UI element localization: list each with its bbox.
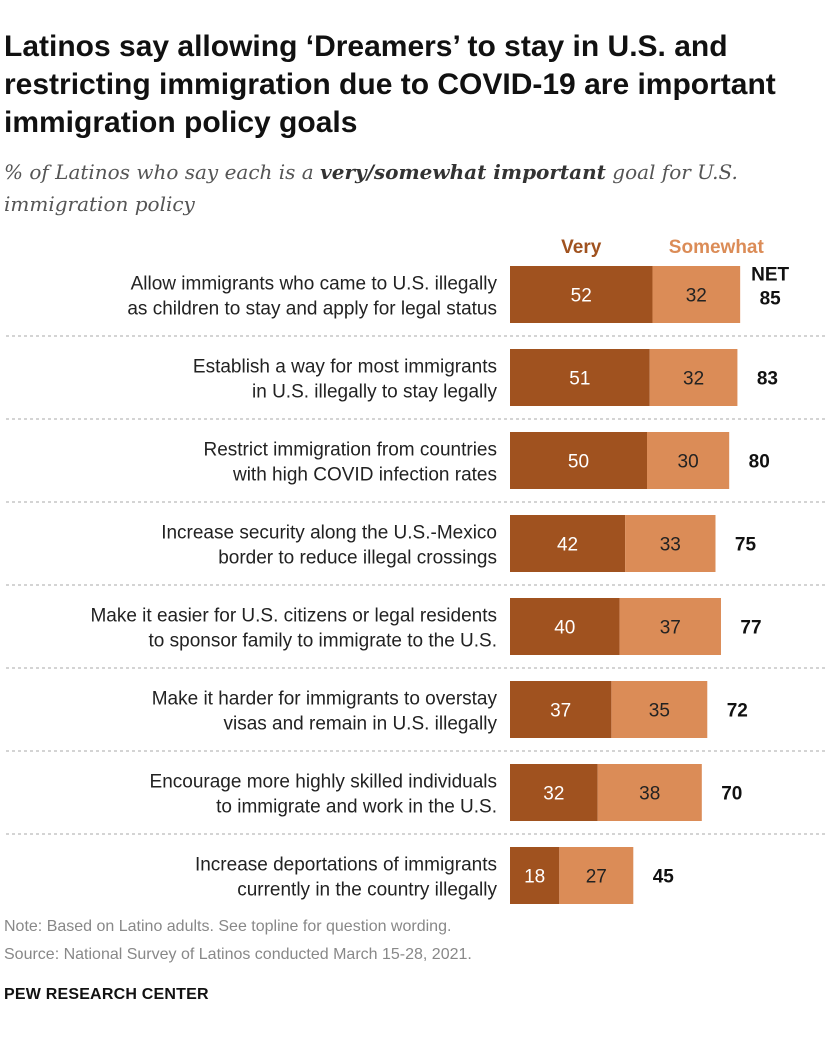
chart-source: Source: National Survey of Latinos condu…	[4, 946, 472, 963]
net-value: 45	[653, 867, 675, 888]
category-label: Increase deportations of immigrants	[195, 855, 497, 876]
data-label-very: 40	[554, 618, 575, 639]
data-label-somewhat: 27	[586, 867, 607, 888]
category-label: in U.S. illegally to stay legally	[252, 382, 497, 403]
bar-somewhat	[611, 681, 708, 738]
legend-somewhat: Somewhat	[669, 237, 765, 258]
category-label: Make it harder for immigrants to oversta…	[152, 689, 498, 710]
net-header: NET	[751, 265, 789, 286]
bar-very	[510, 515, 626, 572]
category-label: Make it easier for U.S. citizens or lega…	[90, 606, 497, 627]
stacked-bar-chart: Very Somewhat Allow immigrants who came to…	[6, 237, 828, 904]
bar-very	[510, 847, 560, 904]
bar-very	[510, 764, 598, 821]
subtitle-text-after: goal for U.S. immigration policy	[4, 160, 738, 216]
chart-title: Latinos say allowing ‘Dreamers’ to stay …	[4, 30, 776, 139]
bar-very	[510, 266, 653, 323]
category-label: Encourage more highly skilled individual…	[150, 772, 497, 793]
legend-very: Very	[561, 237, 602, 258]
category-label: border to reduce illegal crossings	[218, 548, 497, 569]
data-label-very: 42	[557, 535, 578, 556]
subtitle-emphasis: very/somewhat important	[320, 160, 606, 184]
net-value: 72	[727, 701, 748, 722]
bar-somewhat	[649, 349, 738, 406]
chart-note: Note: Based on Latino adults. See toplin…	[4, 918, 452, 935]
category-label: Increase security along the U.S.-Mexico	[161, 523, 497, 544]
bar-somewhat	[647, 432, 730, 489]
data-label-very: 37	[550, 701, 571, 722]
category-label: Allow immigrants who came to U.S. illega…	[131, 274, 498, 295]
category-label: with high COVID infection rates	[232, 465, 497, 486]
bar-very	[510, 598, 620, 655]
bar-somewhat	[559, 847, 634, 904]
category-label: Establish a way for most immigrants	[193, 357, 497, 378]
data-label-very: 32	[543, 784, 564, 805]
net-value: 75	[735, 535, 757, 556]
net-value: 77	[740, 618, 761, 639]
bar-very	[510, 432, 647, 489]
bar-somewhat	[625, 515, 716, 572]
subtitle-text-before: % of Latinos who say each is a	[4, 160, 321, 184]
data-label-somewhat: 33	[660, 535, 681, 556]
data-label-somewhat: 37	[660, 618, 681, 639]
data-label-very: 51	[569, 369, 590, 390]
data-label-somewhat: 32	[686, 286, 707, 307]
data-label-very: 52	[571, 286, 592, 307]
category-label: visas and remain in U.S. illegally	[223, 714, 497, 735]
data-label-somewhat: 32	[683, 369, 704, 390]
bar-very	[510, 349, 650, 406]
category-label: to immigrate and work in the U.S.	[216, 797, 497, 818]
data-label-somewhat: 38	[639, 784, 660, 805]
brand-logo-text: PEW RESEARCH CENTER	[4, 986, 209, 1003]
net-value: 83	[757, 369, 778, 390]
category-label: Restrict immigration from countries	[203, 440, 497, 461]
net-value: 70	[721, 784, 742, 805]
chart-subtitle: % of Latinos who say each is a very/some…	[4, 156, 834, 220]
data-label-very: 50	[568, 452, 589, 473]
data-label-somewhat: 30	[678, 452, 699, 473]
category-label: to sponsor family to immigrate to the U.…	[149, 631, 497, 652]
bar-somewhat	[597, 764, 702, 821]
bar-somewhat	[619, 598, 721, 655]
category-label: currently in the country illegally	[237, 880, 497, 901]
data-label-somewhat: 35	[649, 701, 670, 722]
data-label-very: 18	[524, 867, 545, 888]
bar-very	[510, 681, 612, 738]
bar-somewhat	[652, 266, 741, 323]
net-value: 80	[749, 452, 770, 473]
category-label: as children to stay and apply for legal …	[127, 299, 497, 320]
net-value: 85	[760, 289, 782, 310]
